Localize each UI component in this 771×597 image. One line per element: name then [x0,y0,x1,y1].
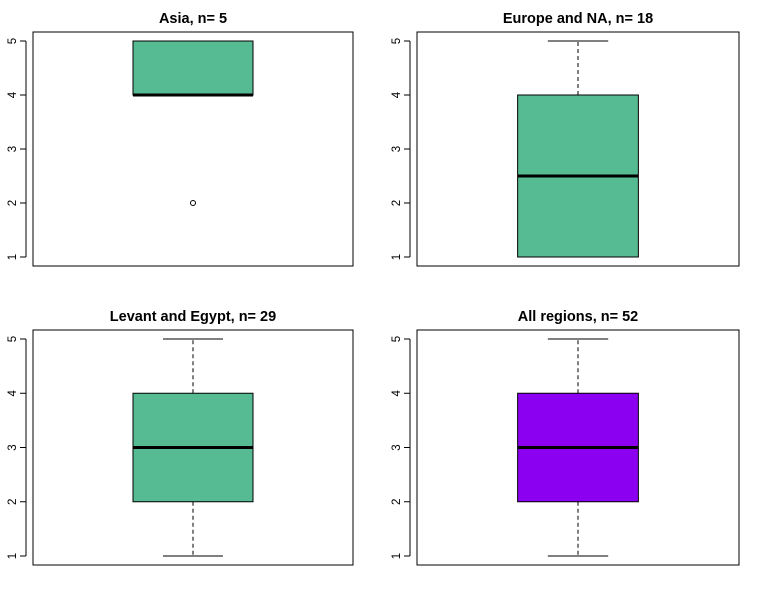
plot-frame [32,31,354,267]
chart-panel-1: Asia, n= 5 1 2 3 4 5 [7,11,354,267]
y-tick-label: 5 [7,38,19,44]
y-tick-label: 4 [7,91,19,98]
y-tick-label: 5 [7,336,19,342]
chart-panel-3: Levant and Egypt, n= 29 1 2 3 4 5 [7,309,354,566]
panel-title: Levant and Egypt, n= 29 [110,309,276,325]
panel-title: Asia, n= 5 [159,11,227,27]
y-tick-label: 4 [391,91,403,98]
y-tick-label: 1 [7,553,19,559]
y-tick-label: 5 [391,38,403,44]
y-tick-label: 2 [391,499,403,505]
y-tick-label: 1 [391,553,403,559]
chart-panel-2: Europe and NA, n= 18 1 2 3 4 5 [391,11,740,267]
plot-frame [416,31,740,267]
y-tick-label: 3 [391,146,403,152]
panel-title: All regions, n= 52 [518,309,638,325]
y-tick-label: 4 [391,389,403,396]
y-tick-label: 2 [7,200,19,206]
y-tick-label: 1 [7,254,19,260]
chart-panel-4: All regions, n= 52 1 2 3 4 5 [391,309,740,566]
y-tick-label: 5 [391,336,403,342]
outlier-point [190,200,196,206]
y-tick-label: 4 [7,389,19,396]
y-tick-label: 3 [7,146,19,152]
iqr-box [132,40,254,96]
y-tick-label: 3 [391,444,403,450]
y-tick-label: 2 [391,200,403,206]
y-tick-label: 2 [7,499,19,505]
plot-frame [32,329,354,566]
y-tick-label: 1 [391,254,403,260]
panel-title: Europe and NA, n= 18 [503,11,653,27]
y-tick-label: 3 [7,444,19,450]
plot-frame [416,329,740,566]
